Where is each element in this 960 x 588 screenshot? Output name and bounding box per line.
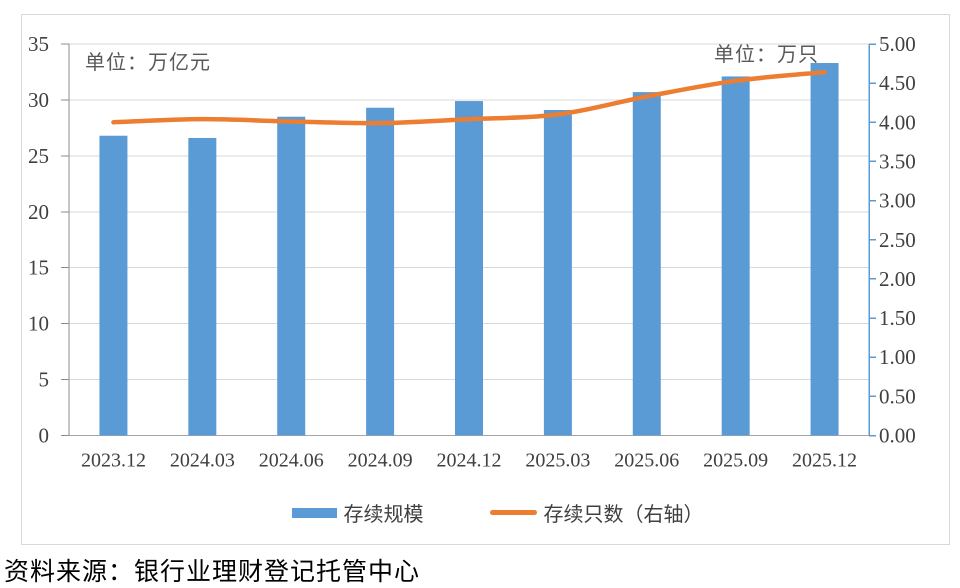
x-axis-label: 2024.09 <box>348 450 413 472</box>
x-axis-label: 2024.06 <box>259 450 324 472</box>
left-axis-tick-label: 5 <box>39 368 50 392</box>
chart-area: 35 30 25 20 15 10 5 0 5.00 4.50 4.00 3.50 3.00 2.50 2.… <box>21 14 950 545</box>
bar-2025.12 <box>810 63 839 436</box>
bar-series-swatch <box>291 507 337 518</box>
plot-canvas: 35 30 25 20 15 10 5 0 5.00 4.50 4.00 3.50 3.00 2.50 2.… <box>28 32 916 472</box>
right-axis-tick-label: 1.00 <box>879 345 916 369</box>
bar-2023.12 <box>99 135 128 436</box>
x-axis-label: 2025.06 <box>614 450 679 472</box>
left-axis-tick-label: 15 <box>28 256 49 280</box>
right-axis-unit-label: 单位：万只 <box>714 44 819 66</box>
right-axis-tick-label: 5.00 <box>879 32 916 56</box>
bar-2025.09 <box>721 76 750 436</box>
right-axis-tick-label: 2.50 <box>879 228 916 252</box>
right-axis-tick-label: 4.00 <box>879 110 916 134</box>
source-note: 资料来源：银行业理财登记托管中心 <box>4 559 421 586</box>
series-line <box>111 69 827 126</box>
line-series-swatch <box>489 510 537 515</box>
x-axis-label: 2024.12 <box>437 450 502 472</box>
bar-2025.03 <box>543 109 572 436</box>
bar-2024.12 <box>455 101 483 436</box>
right-axis-tick-label: 0.50 <box>879 384 916 408</box>
legend-item-count: 存续只数（右轴） <box>489 498 704 527</box>
left-axis-unit-label: 单位：万亿元 <box>85 52 211 74</box>
left-axis-tick-label: 0 <box>39 424 50 448</box>
x-axis-label: 2025.12 <box>792 450 857 472</box>
legend-item-scale: 存续规模 <box>291 498 424 527</box>
bar-2024.09 <box>366 107 395 436</box>
left-axis-tick-label: 10 <box>28 312 49 336</box>
left-axis-tick-label: 20 <box>28 200 49 224</box>
x-axis-label: 2025.09 <box>703 450 768 472</box>
right-axis-tick-label: 3.00 <box>879 189 916 213</box>
right-axis-tick-label: 0.00 <box>879 424 916 448</box>
bar-2024.03 <box>188 137 217 436</box>
right-axis-tick-label: 1.50 <box>879 306 916 330</box>
bar-2024.06 <box>277 116 306 436</box>
left-axis-tick-label: 35 <box>28 32 49 56</box>
legend-label-scale: 存续规模 <box>343 504 424 526</box>
left-axis-tick-label: 30 <box>28 88 49 112</box>
bar-2025.06 <box>632 92 661 436</box>
legend: 存续规模 存续只数（右轴） <box>34 498 960 527</box>
x-axis-label: 2025.03 <box>525 450 590 472</box>
right-axis-tick-label: 2.00 <box>879 267 916 291</box>
left-axis-tick-label: 25 <box>28 144 49 168</box>
x-axis-label: 2023.12 <box>81 450 146 472</box>
x-axis-label: 2024.03 <box>170 450 235 472</box>
legend-label-count: 存续只数（右轴） <box>543 504 704 526</box>
right-axis-tick-label: 4.50 <box>879 71 916 95</box>
right-axis-tick-label: 3.50 <box>879 149 916 173</box>
